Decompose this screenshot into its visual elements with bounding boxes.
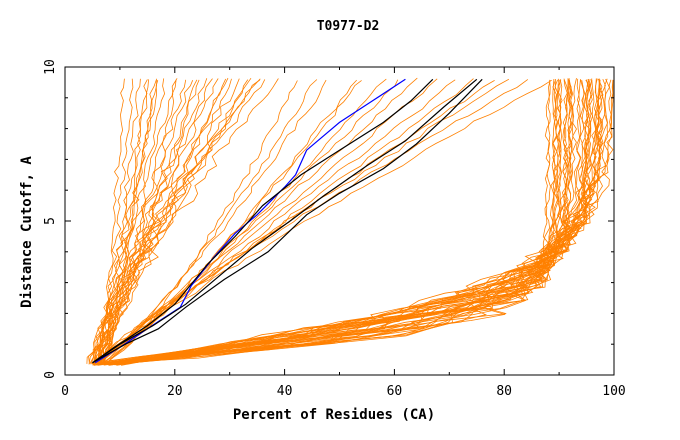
model-curve bbox=[99, 79, 551, 365]
model-curve bbox=[86, 78, 261, 364]
black-model-curve bbox=[92, 78, 478, 364]
model-curve bbox=[115, 79, 563, 366]
model-curve bbox=[121, 79, 563, 365]
model-curve bbox=[100, 79, 249, 365]
model-curve bbox=[89, 79, 149, 364]
x-tick-label: 0 bbox=[61, 384, 69, 399]
model-curve bbox=[109, 79, 604, 366]
model-curve bbox=[104, 80, 362, 366]
model-curve bbox=[111, 79, 614, 365]
x-tick-label: 60 bbox=[387, 384, 403, 399]
model-curve bbox=[119, 78, 569, 364]
model-curve bbox=[91, 80, 194, 364]
x-tick-label: 80 bbox=[496, 384, 512, 399]
model-curve bbox=[115, 80, 558, 364]
chart-title: T0977-D2 bbox=[317, 19, 380, 34]
model-curve bbox=[101, 79, 572, 364]
model-curve bbox=[99, 78, 166, 366]
y-tick-label: 10 bbox=[43, 59, 58, 75]
y-axis-label: Distance Cutoff, A bbox=[19, 156, 35, 308]
model-curve bbox=[112, 78, 558, 364]
black-model-curve bbox=[92, 78, 483, 364]
model-curve bbox=[114, 80, 551, 366]
model-curve bbox=[91, 79, 591, 364]
model-curve bbox=[94, 79, 614, 366]
model-curve bbox=[90, 79, 159, 365]
x-tick-label: 40 bbox=[277, 384, 293, 399]
model-curve bbox=[114, 78, 556, 365]
model-curve bbox=[98, 78, 208, 364]
model-curve-bundle bbox=[86, 77, 614, 366]
model-curve bbox=[94, 79, 529, 365]
model-curve bbox=[92, 78, 134, 366]
model-curve bbox=[97, 79, 266, 365]
model-curve bbox=[108, 78, 562, 364]
model-curve bbox=[93, 79, 187, 365]
model-curve bbox=[109, 79, 612, 366]
model-curve bbox=[102, 78, 240, 364]
model-curve bbox=[91, 80, 495, 365]
y-tick-label: 0 bbox=[43, 371, 58, 379]
model-curve bbox=[93, 79, 327, 365]
plot-frame bbox=[64, 66, 615, 376]
model-curve bbox=[116, 79, 559, 365]
model-curve bbox=[95, 77, 252, 365]
x-tick-label: 100 bbox=[602, 384, 625, 399]
model-curve bbox=[106, 78, 593, 365]
model-curve bbox=[109, 80, 594, 365]
model-curve bbox=[98, 78, 279, 366]
black-model-curve bbox=[92, 78, 434, 364]
x-tick-label: 20 bbox=[167, 384, 183, 399]
model-curve bbox=[92, 78, 609, 364]
highlighted-models bbox=[92, 78, 483, 364]
x-axis-label: Percent of Residues (CA) bbox=[233, 407, 435, 423]
model-curve bbox=[88, 79, 261, 364]
model-curve bbox=[112, 78, 603, 364]
y-tick-label: 5 bbox=[43, 217, 58, 225]
